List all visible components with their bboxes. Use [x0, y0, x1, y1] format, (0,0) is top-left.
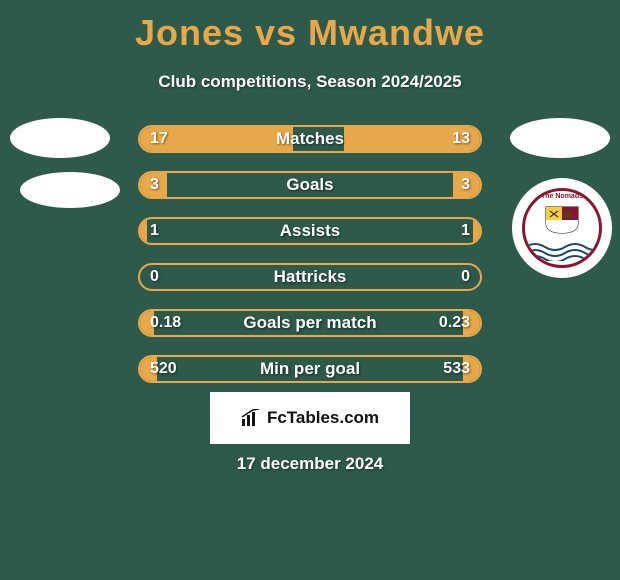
stat-bar: 33Goals: [138, 171, 482, 199]
bar-label: Goals per match: [140, 311, 480, 335]
player-left-avatar: [10, 118, 110, 158]
stat-bar: 0.180.23Goals per match: [138, 309, 482, 337]
club-right-badge: The Nomads: [512, 178, 612, 278]
page-title: Jones vs Mwandwe: [0, 0, 620, 54]
bar-label: Goals: [140, 173, 480, 197]
date-text: 17 december 2024: [0, 454, 620, 474]
subtitle: Club competitions, Season 2024/2025: [0, 72, 620, 92]
bar-label: Hattricks: [140, 265, 480, 289]
fctables-logo: FcTables.com: [210, 392, 410, 444]
stat-bar: 00Hattricks: [138, 263, 482, 291]
badge-text: The Nomads: [525, 193, 599, 200]
stats-bars: 1713Matches 33Goals 11Assists 00Hattricks 0.…: [138, 125, 482, 401]
shield-icon: [544, 205, 580, 235]
waves-icon: [525, 241, 602, 261]
bar-label: Min per goal: [140, 357, 480, 381]
club-left-badge: [20, 172, 120, 208]
logo-text: FcTables.com: [267, 408, 379, 428]
stat-bar: 1713Matches: [138, 125, 482, 153]
player-right-avatar: [510, 118, 610, 158]
chart-icon: [241, 409, 263, 427]
stat-bar: 11Assists: [138, 217, 482, 245]
stat-bar: 520533Min per goal: [138, 355, 482, 383]
bar-label: Assists: [140, 219, 480, 243]
bar-label: Matches: [140, 127, 480, 151]
